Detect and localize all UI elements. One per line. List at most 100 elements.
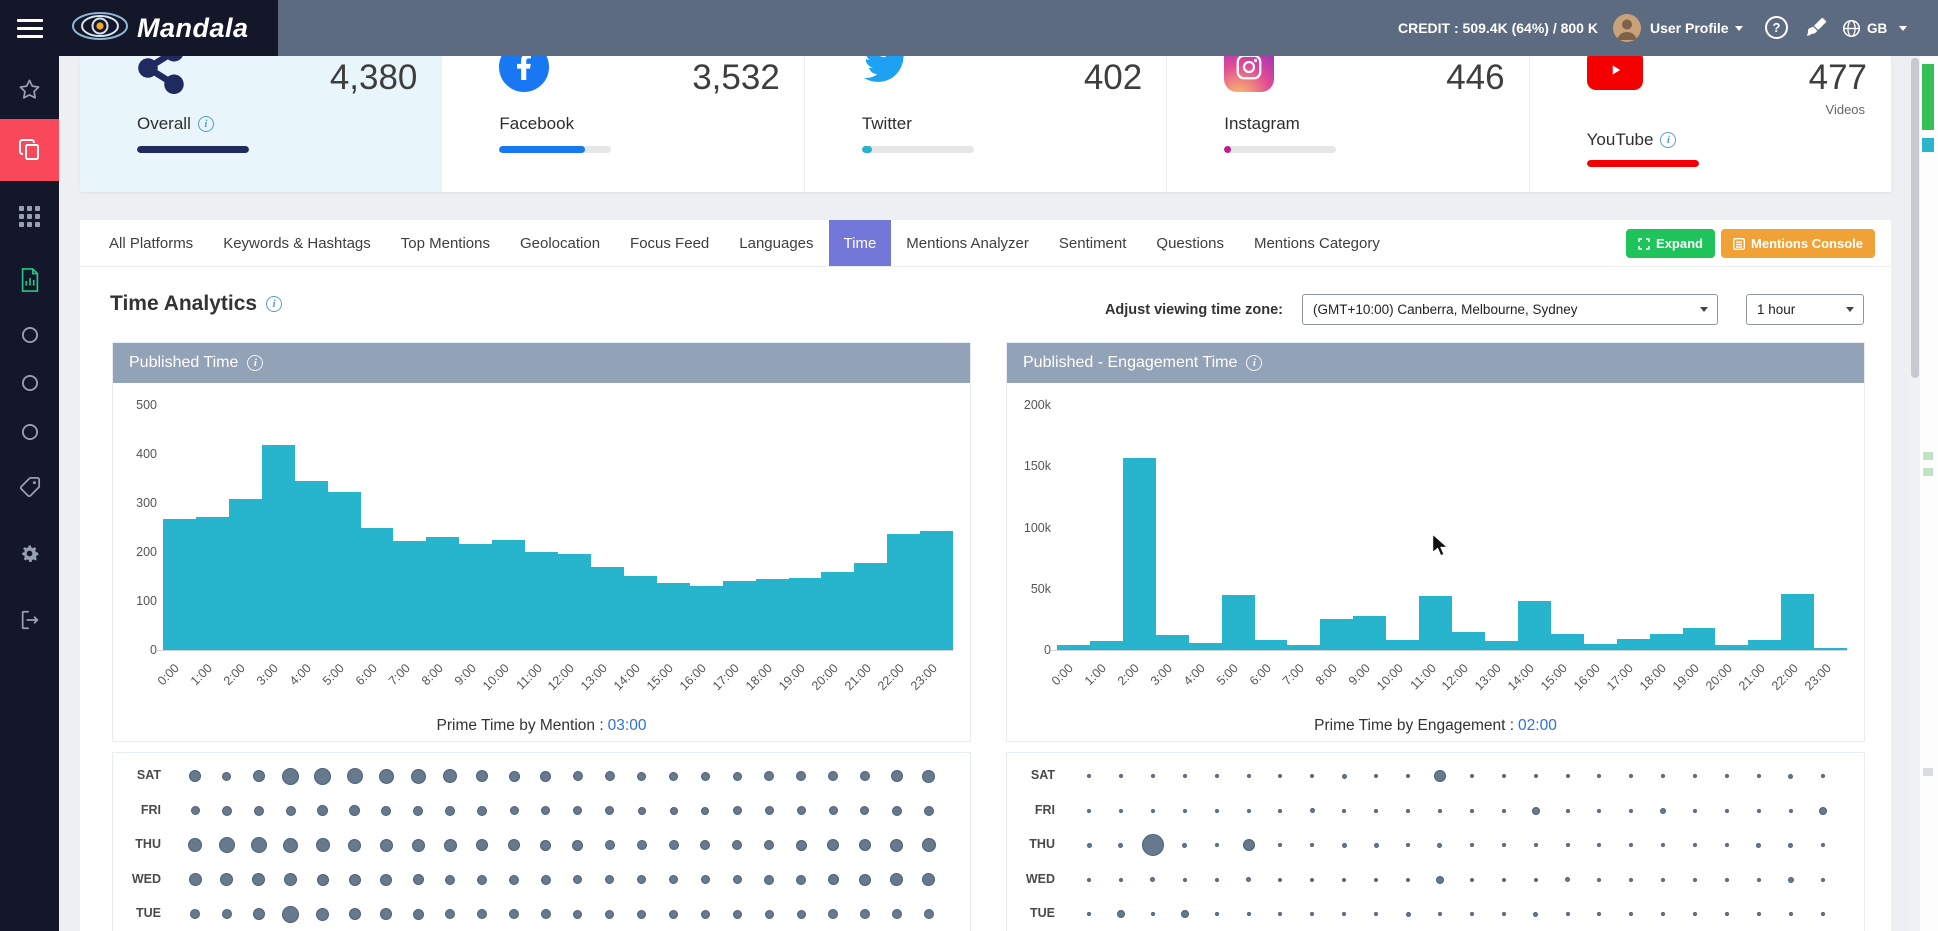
day-label-tue: TUE — [136, 906, 161, 921]
bubble-tue-19:00 — [796, 909, 806, 919]
bubble-wed-17:00 — [1629, 877, 1634, 882]
bubble-sat-13:00 — [1501, 774, 1506, 778]
bubble-wed-23:00 — [922, 873, 936, 887]
prime-time-label: Prime Time by Mention : — [436, 717, 604, 734]
interval-select[interactable]: 1 hour — [1746, 294, 1864, 325]
tab-sentiment[interactable]: Sentiment — [1058, 235, 1127, 252]
bar-21:00 — [1748, 640, 1782, 650]
bubble-tue-4:00 — [1214, 912, 1219, 917]
bubble-thu-17:00 — [1629, 843, 1634, 848]
clipped-edge-fragment — [1922, 64, 1934, 130]
tab-focus-feed[interactable]: Focus Feed — [630, 235, 710, 252]
share-progress-bar — [137, 146, 249, 153]
bubble-fri-2:00 — [253, 805, 264, 816]
mentions-console-button[interactable]: Mentions Console — [1721, 229, 1875, 258]
bar-19:00 — [788, 577, 822, 650]
bubble-sat-7:00 — [410, 768, 426, 784]
tab-mentions-category[interactable]: Mentions Category — [1253, 235, 1380, 252]
bubble-sat-16:00 — [1597, 774, 1602, 778]
apps-grid-icon[interactable] — [0, 201, 59, 231]
bubble-thu-2:00 — [1141, 834, 1164, 857]
stats-card-twitter[interactable]: 402 Twitter — [805, 46, 1168, 192]
bubble-tue-8:00 — [1342, 912, 1347, 917]
bubble-tue-21:00 — [1756, 912, 1761, 917]
bubble-wed-0:00 — [1087, 877, 1091, 882]
info-icon[interactable]: i — [266, 296, 283, 312]
stats-card-facebook[interactable]: 3,532 Facebook — [442, 42, 805, 192]
bubble-fri-15:00 — [669, 806, 678, 815]
tab-geolocation[interactable]: Geolocation — [519, 235, 601, 252]
bubble-wed-22:00 — [890, 873, 904, 887]
language-selector[interactable]: GB — [1842, 0, 1908, 56]
bubble-thu-18:00 — [764, 840, 775, 851]
info-icon[interactable]: i — [247, 355, 264, 371]
theme-brush-button[interactable] — [1806, 17, 1827, 43]
tab-languages[interactable]: Languages — [739, 235, 814, 252]
y-axis-tick: 50k — [1030, 581, 1051, 596]
scrollbar-thumb[interactable] — [1911, 58, 1919, 378]
sidebar-item-active-collections[interactable] — [0, 119, 59, 181]
info-icon[interactable]: i — [1246, 355, 1263, 371]
tab-mentions-analyzer[interactable]: Mentions Analyzer — [906, 235, 1029, 252]
bubble-fri-5:00 — [349, 805, 360, 817]
bar-chart-plot: Prime Time by Engagement :02:00 200k 150k… — [1007, 383, 1864, 741]
tab-keywords-hashtags[interactable]: Keywords & Hashtags — [223, 235, 371, 252]
stats-card-overall[interactable]: 4,380 Overall i — [80, 42, 443, 192]
info-icon[interactable]: i — [1660, 132, 1677, 148]
bubble-sat-20:00 — [1725, 774, 1729, 778]
bubble-sat-13:00 — [604, 771, 615, 781]
chevron-down-icon — [1734, 25, 1743, 31]
bubble-wed-7:00 — [1310, 877, 1315, 882]
bubble-wed-0:00 — [188, 873, 202, 887]
expand-button[interactable]: Expand — [1626, 229, 1715, 258]
report-file-icon[interactable] — [0, 265, 59, 295]
bar-12:00 — [1452, 631, 1485, 650]
tag-icon[interactable] — [0, 472, 59, 502]
day-label-fri: FRI — [1034, 802, 1055, 817]
tab-time[interactable]: Time — [828, 220, 892, 266]
bubble-sat-0:00 — [1087, 774, 1091, 778]
bar-10:00 — [492, 540, 526, 650]
bar-20:00 — [821, 571, 855, 650]
help-button[interactable]: ? — [1765, 16, 1788, 39]
tab-questions[interactable]: Questions — [1156, 235, 1224, 252]
bubble-tue-5:00 — [1246, 912, 1251, 917]
bubble-sat-3:00 — [282, 767, 300, 785]
logout-icon[interactable] — [0, 605, 59, 635]
user-avatar[interactable] — [1613, 14, 1641, 42]
bubble-tue-10:00 — [509, 909, 519, 920]
bar-1:00 — [195, 516, 229, 650]
top-bar: Mandala CREDIT : 509.4K (64%) / 800 K Us… — [0, 0, 1938, 56]
circle-icon-1[interactable] — [0, 320, 59, 350]
interval-selected-value: 1 hour — [1757, 302, 1796, 317]
user-profile-menu[interactable]: User Profile — [1650, 0, 1743, 56]
bubble-wed-10:00 — [509, 874, 519, 885]
bubble-wed-9:00 — [477, 874, 488, 885]
stats-card-youtube[interactable]: 477 Videos YouTube i — [1530, 50, 1891, 192]
info-icon[interactable]: i — [197, 116, 214, 132]
bubble-wed-5:00 — [348, 873, 361, 886]
gear-icon[interactable] — [0, 538, 59, 568]
bubble-wed-1:00 — [1118, 877, 1123, 882]
bubble-wed-19:00 — [1693, 877, 1698, 882]
tab-top-mentions[interactable]: Top Mentions — [400, 235, 490, 252]
bubble-fri-1:00 — [1118, 808, 1123, 813]
timezone-select[interactable]: (GMT+10:00) Canberra, Melbourne, Sydney — [1302, 294, 1718, 325]
star-icon[interactable] — [0, 74, 59, 104]
bubble-thu-12:00 — [572, 839, 584, 851]
stats-card-instagram[interactable]: 446 Instagram — [1167, 42, 1530, 192]
circle-icon-2[interactable] — [0, 368, 59, 398]
bubble-fri-4:00 — [317, 805, 329, 817]
vertical-scrollbar[interactable] — [1910, 56, 1920, 931]
x-axis-line — [157, 650, 953, 651]
bubble-sat-23:00 — [922, 769, 936, 783]
tab-all-platforms[interactable]: All Platforms — [109, 235, 194, 252]
hamburger-menu-icon[interactable] — [0, 18, 59, 38]
bubble-wed-4:00 — [316, 873, 329, 886]
sidebar-nav — [0, 56, 59, 931]
circle-icon-3[interactable] — [0, 417, 59, 447]
mention-count: 402 — [1083, 58, 1143, 97]
platform-label: Twitter — [861, 114, 912, 133]
bubble-tue-0:00 — [190, 909, 200, 920]
bar-23:00 — [920, 531, 954, 650]
